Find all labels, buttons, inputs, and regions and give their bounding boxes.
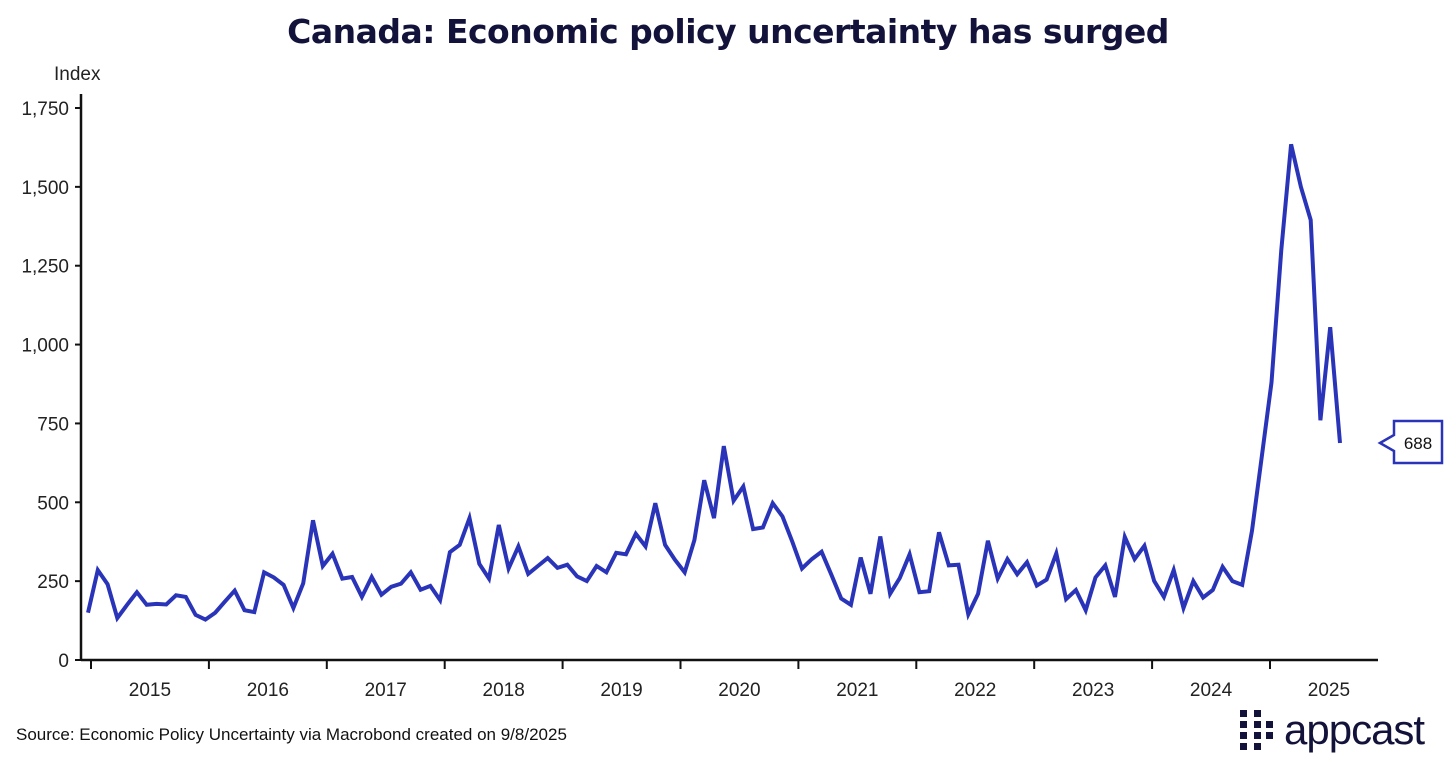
y-tick-label: 500 xyxy=(37,493,69,514)
x-tick-label: 2018 xyxy=(483,680,525,701)
source-note: Source: Economic Policy Uncertainty via … xyxy=(16,725,567,744)
y-tick-label: 0 xyxy=(58,651,69,672)
y-tick-label: 1,000 xyxy=(21,336,69,357)
chart-title: Canada: Economic policy uncertainty has … xyxy=(287,12,1169,51)
x-tick-label: 2022 xyxy=(954,680,996,701)
x-tick-label: 2023 xyxy=(1072,680,1114,701)
y-tick-label: 1,250 xyxy=(21,257,69,278)
y-tick-label: 750 xyxy=(37,414,69,435)
x-tick-label: 2019 xyxy=(600,680,642,701)
appcast-logo: appcast xyxy=(1240,706,1425,754)
x-tick-label: 2020 xyxy=(718,680,760,701)
last-value-callout xyxy=(1377,419,1444,465)
x-tick-label: 2025 xyxy=(1308,680,1350,701)
y-tick-label: 1,750 xyxy=(21,99,69,120)
x-tick-label: 2021 xyxy=(836,680,878,701)
x-tick-label: 2016 xyxy=(247,680,289,701)
x-tick-label: 2024 xyxy=(1190,680,1233,701)
y-axis-label: Index xyxy=(54,64,101,85)
last-value-label: 688 xyxy=(1404,434,1432,453)
logo-dots-icon xyxy=(1240,710,1273,750)
x-tick-label: 2017 xyxy=(365,680,407,701)
x-tick-label: 2015 xyxy=(129,680,171,701)
series-line xyxy=(86,143,1342,623)
logo-text: appcast xyxy=(1284,706,1425,753)
y-tick-label: 250 xyxy=(37,572,69,593)
y-tick-label: 1,500 xyxy=(21,178,69,199)
